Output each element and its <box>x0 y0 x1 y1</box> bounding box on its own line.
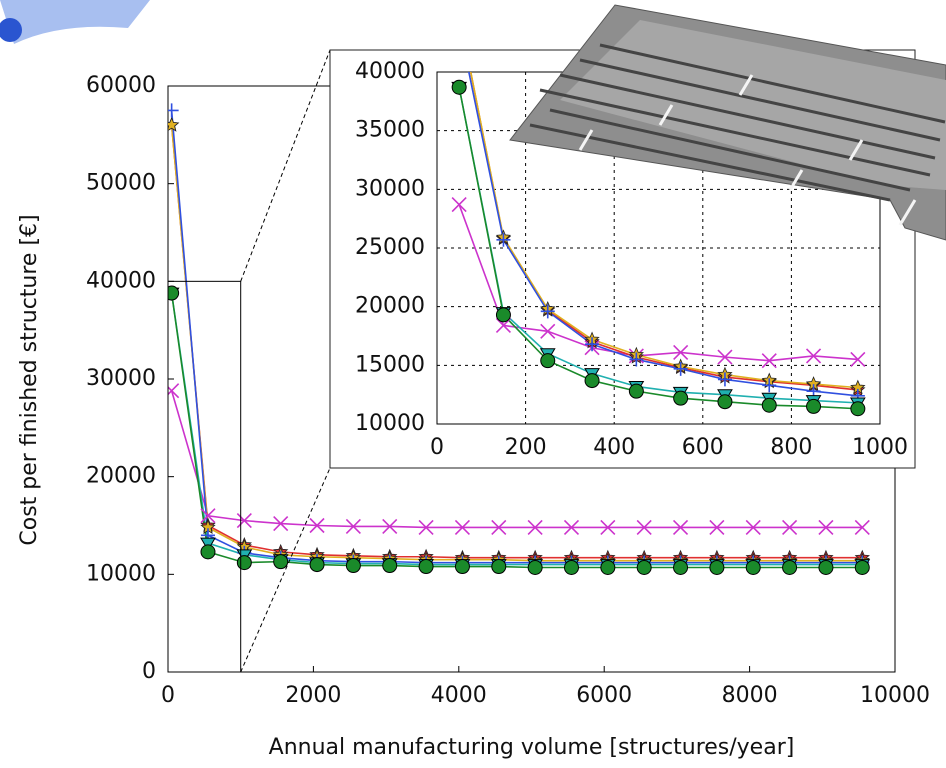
figure: 0100002000030000400005000060000020004000… <box>0 0 946 768</box>
marker <box>452 80 466 94</box>
marker <box>855 560 869 574</box>
x-tick-label: 8000 <box>722 683 778 708</box>
y-tick-label: 60000 <box>86 73 156 98</box>
marker <box>718 395 732 409</box>
x-tick-label: 1000 <box>852 435 908 460</box>
y-tick-label: 25000 <box>355 235 425 260</box>
marker <box>274 555 288 569</box>
marker <box>629 384 643 398</box>
y-tick-label: 15000 <box>355 352 425 377</box>
x-tick-label: 600 <box>682 435 724 460</box>
x-axis-label: Annual manufacturing volume [structures/… <box>269 735 795 760</box>
marker <box>674 560 688 574</box>
zoom-guide <box>241 50 330 281</box>
marker <box>452 6 465 19</box>
marker <box>383 559 397 573</box>
x-tick-label: 4000 <box>431 683 487 708</box>
marker <box>452 6 465 19</box>
marker <box>237 556 251 570</box>
marker <box>165 286 179 300</box>
x-tick-label: 6000 <box>576 683 632 708</box>
marker <box>746 560 760 574</box>
marker <box>710 560 724 574</box>
y-tick-label: 35000 <box>355 118 425 143</box>
x-tick-label: 0 <box>161 683 175 708</box>
y-axis-label: Cost per finished structure [€] <box>17 214 42 545</box>
marker <box>601 560 615 574</box>
x-tick-label: 800 <box>770 435 812 460</box>
marker <box>762 398 776 412</box>
marker <box>419 560 433 574</box>
y-tick-label: 40000 <box>355 59 425 84</box>
marker <box>165 384 179 398</box>
x-tick-label: 0 <box>430 435 444 460</box>
marker <box>819 560 833 574</box>
y-tick-label: 30000 <box>355 176 425 201</box>
y-tick-label: 30000 <box>86 366 156 391</box>
x-tick-label: 400 <box>593 435 635 460</box>
y-tick-label: 10000 <box>355 411 425 436</box>
y-tick-label: 50000 <box>86 171 156 196</box>
marker <box>165 103 179 117</box>
x-tick-label: 2000 <box>285 683 341 708</box>
marker <box>783 560 797 574</box>
marker <box>851 402 865 416</box>
marker <box>807 399 821 413</box>
marker <box>346 559 360 573</box>
marker <box>492 560 506 574</box>
y-tick-label: 20000 <box>86 464 156 489</box>
marker <box>455 560 469 574</box>
marker <box>496 308 510 322</box>
y-tick-label: 0 <box>142 659 156 684</box>
x-tick-label: 200 <box>505 435 547 460</box>
marker <box>541 354 555 368</box>
marker <box>674 391 688 405</box>
y-tick-label: 40000 <box>86 268 156 293</box>
y-tick-label: 10000 <box>86 561 156 586</box>
decor-arrow <box>0 0 150 44</box>
marker <box>564 560 578 574</box>
marker <box>310 558 324 572</box>
marker <box>585 374 599 388</box>
marker <box>452 18 466 32</box>
marker <box>528 560 542 574</box>
page: {"chart_data": [ {"type": "line", "xlabe… <box>0 0 946 768</box>
marker <box>201 545 215 559</box>
y-tick-label: 20000 <box>355 294 425 319</box>
x-tick-label: 10000 <box>860 683 930 708</box>
marker <box>637 560 651 574</box>
